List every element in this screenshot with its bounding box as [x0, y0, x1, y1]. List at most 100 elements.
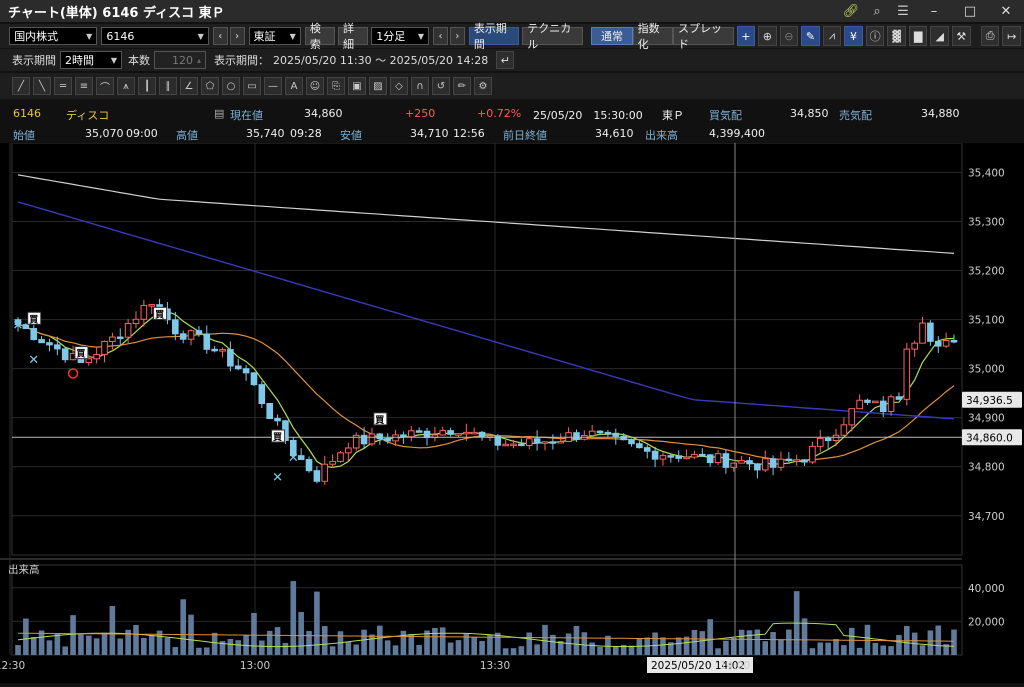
zoom-out-icon[interactable]: ⊖ — [779, 26, 799, 46]
normal-mode-button[interactable]: 通常 — [591, 27, 633, 45]
count-input[interactable]: 120 ▴ — [154, 51, 206, 69]
info-icon[interactable]: ⓘ — [865, 26, 885, 46]
drawing-toolbar: ╱ ╲ ═ ≡ ⌒ ⩚ ┃ ∥ ∠ ⬠ ○ ▭ — A ☺ ⎘ ▣ ▨ ◇ ∩ … — [0, 73, 1024, 99]
volume-bar — [290, 581, 297, 655]
display-period-select[interactable]: 2時間 ▼ — [60, 51, 122, 69]
object-icon[interactable]: ▣ — [348, 77, 366, 95]
grid-lines-icon[interactable]: ┃ — [138, 77, 156, 95]
candle-body — [337, 452, 344, 462]
candle-body — [242, 368, 250, 374]
volume-bar — [723, 640, 729, 655]
magnet-icon[interactable]: ∩ — [411, 77, 429, 95]
candle-body — [124, 323, 132, 338]
pentagon-icon[interactable]: ⬠ — [201, 77, 219, 95]
symbol-select[interactable]: 6146 ▼ — [101, 27, 209, 45]
chart-area[interactable]: 34,936.5 34,860.0 2025/05/20 14:02 買買買買買 ✕ ✕ ✕… — [0, 142, 1024, 683]
rectangle-icon[interactable]: ▭ — [243, 77, 261, 95]
image-icon[interactable]: ▨ — [369, 77, 387, 95]
close-button[interactable]: ✕ — [1000, 3, 1012, 19]
bar-chart-icon[interactable]: ▇ — [908, 26, 928, 46]
bid-label: 買気配 — [709, 109, 742, 122]
line-icon[interactable]: — — [264, 77, 282, 95]
volume-bar — [919, 645, 926, 655]
count-label: 本数 — [128, 54, 150, 67]
high-value: 35,740 — [246, 127, 285, 140]
angle-icon[interactable]: ∠ — [180, 77, 198, 95]
gear-icon[interactable]: ⚙ — [474, 77, 492, 95]
candle-body — [61, 348, 69, 361]
spread-mode-button[interactable]: スプレッド — [672, 22, 734, 51]
range-value: 2025/05/20 11:30 ～ 2025/05/20 14:28 — [273, 54, 489, 67]
undo-icon[interactable]: ↺ — [432, 77, 450, 95]
volume-bar — [243, 634, 249, 655]
icon-stamp-icon[interactable]: ☺ — [306, 77, 324, 95]
arc-icon[interactable]: ⌒ — [96, 77, 114, 95]
index-mode-button[interactable]: 指数化 — [632, 22, 673, 51]
cross-marker: ✕ — [28, 353, 39, 368]
volume-bar — [628, 645, 635, 655]
low-time: 12:56 — [453, 127, 485, 140]
cross-marker: ✕ — [13, 318, 24, 333]
reset-icon[interactable]: ↵ — [496, 51, 515, 69]
yen-icon[interactable]: ¥ — [844, 26, 863, 46]
channel-icon[interactable]: ≡ — [75, 77, 93, 95]
print-icon[interactable]: ⎙ — [980, 26, 1000, 46]
exchange-select[interactable]: 東証 ▼ — [248, 27, 301, 45]
add-icon[interactable]: + — [736, 26, 756, 46]
candle-body — [738, 460, 745, 464]
period-toolbar: 表示期間 2時間 ▼ 本数 120 ▴ 表示期間： 2025/05/20 11:30… — [0, 49, 1024, 71]
maximize-button[interactable]: □ — [963, 3, 977, 19]
prev-close-label: 前日終値 — [503, 129, 547, 142]
candle-body — [392, 434, 399, 442]
search-icon[interactable]: ⌕ — [873, 3, 881, 19]
cross-marker: ✕ — [272, 471, 283, 486]
memo-icon[interactable]: ▤ — [214, 107, 225, 120]
menu-icon[interactable]: ☰ — [897, 3, 909, 19]
search-button[interactable]: 検索 — [304, 22, 336, 51]
pen-icon[interactable]: ✎ — [801, 26, 820, 46]
prev-symbol-button[interactable]: ‹ — [212, 27, 228, 45]
trendline-icon[interactable]: ╱ — [12, 77, 30, 95]
title-bar: チャート(単体) 6146 ディスコ 東Ｐ 🔗︎ ⌕ ☰ – □ ✕ — [0, 0, 1024, 22]
quote-code: 6146 — [13, 107, 41, 120]
circle-marker — [67, 368, 79, 379]
circle-icon[interactable]: ○ — [222, 77, 240, 95]
indicator-icon[interactable]: ▓ — [887, 26, 906, 46]
period-button[interactable]: 表示期間 — [468, 22, 520, 51]
candle-body — [816, 437, 824, 447]
fan-icon[interactable]: ⩚ — [117, 77, 135, 95]
text-icon[interactable]: A — [285, 77, 303, 95]
link-icon[interactable]: 🔗︎ — [842, 3, 860, 19]
volume-bar — [809, 648, 816, 655]
ray-icon[interactable]: ╲ — [33, 77, 51, 95]
export-icon[interactable]: ↦ — [1002, 26, 1021, 46]
area-chart-icon[interactable]: ◢ — [930, 26, 949, 46]
next-symbol-button[interactable]: › — [229, 27, 245, 45]
candle-body — [360, 434, 368, 445]
candle-body — [903, 348, 911, 400]
technical-button[interactable]: テクニカル — [522, 22, 583, 51]
interval-select[interactable]: 1分足 ▼ — [371, 27, 430, 45]
market-select[interactable]: 国内株式 ▼ — [9, 27, 98, 45]
settings-wrench-icon[interactable]: ⚒ — [952, 26, 971, 46]
volume-bar — [172, 647, 179, 655]
minimize-button[interactable]: – — [930, 3, 938, 19]
zoom-in-icon[interactable]: ⊕ — [758, 26, 777, 46]
volume-bar — [62, 646, 68, 655]
volume-bar — [778, 639, 784, 655]
horizontal-line-icon[interactable]: ═ — [54, 77, 72, 95]
gann-fan-icon[interactable]: ∥ — [159, 77, 177, 95]
copy-icon[interactable]: ⎘ — [327, 77, 345, 95]
prev-period-button[interactable]: ‹ — [433, 27, 448, 45]
chart-line-icon[interactable]: ⩘ — [822, 26, 842, 46]
quote-market: 東Ｐ — [662, 109, 684, 122]
volume-bar — [235, 640, 242, 655]
detail-button[interactable]: 詳細 — [338, 22, 369, 51]
volume-bar — [668, 642, 674, 655]
candle-body — [518, 443, 525, 447]
next-period-button[interactable]: › — [449, 27, 465, 45]
eraser-icon[interactable]: ◇ — [390, 77, 408, 95]
candle-body — [549, 441, 557, 444]
pencil-edit-icon[interactable]: ✏ — [453, 77, 471, 95]
